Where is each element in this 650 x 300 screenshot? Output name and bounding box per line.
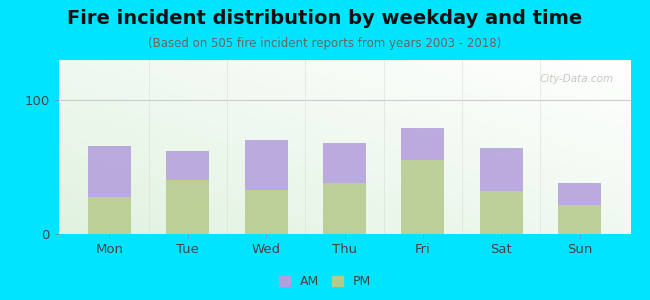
Bar (166, 181, 209, 234)
Bar (244, 190, 288, 234)
Bar (480, 191, 523, 234)
Bar (558, 205, 601, 234)
Bar (401, 128, 445, 160)
Legend: AM, PM: AM, PM (276, 273, 374, 291)
Bar (244, 140, 288, 190)
Bar (558, 183, 601, 205)
Bar (88, 196, 131, 234)
Bar (166, 151, 209, 181)
Text: City-Data.com: City-Data.com (540, 74, 614, 84)
Bar (401, 160, 445, 234)
Bar (323, 143, 366, 183)
Text: Fire incident distribution by weekday and time: Fire incident distribution by weekday an… (68, 9, 582, 28)
Bar (480, 148, 523, 191)
Bar (88, 146, 131, 196)
Bar (323, 183, 366, 234)
Text: (Based on 505 fire incident reports from years 2003 - 2018): (Based on 505 fire incident reports from… (148, 38, 502, 50)
